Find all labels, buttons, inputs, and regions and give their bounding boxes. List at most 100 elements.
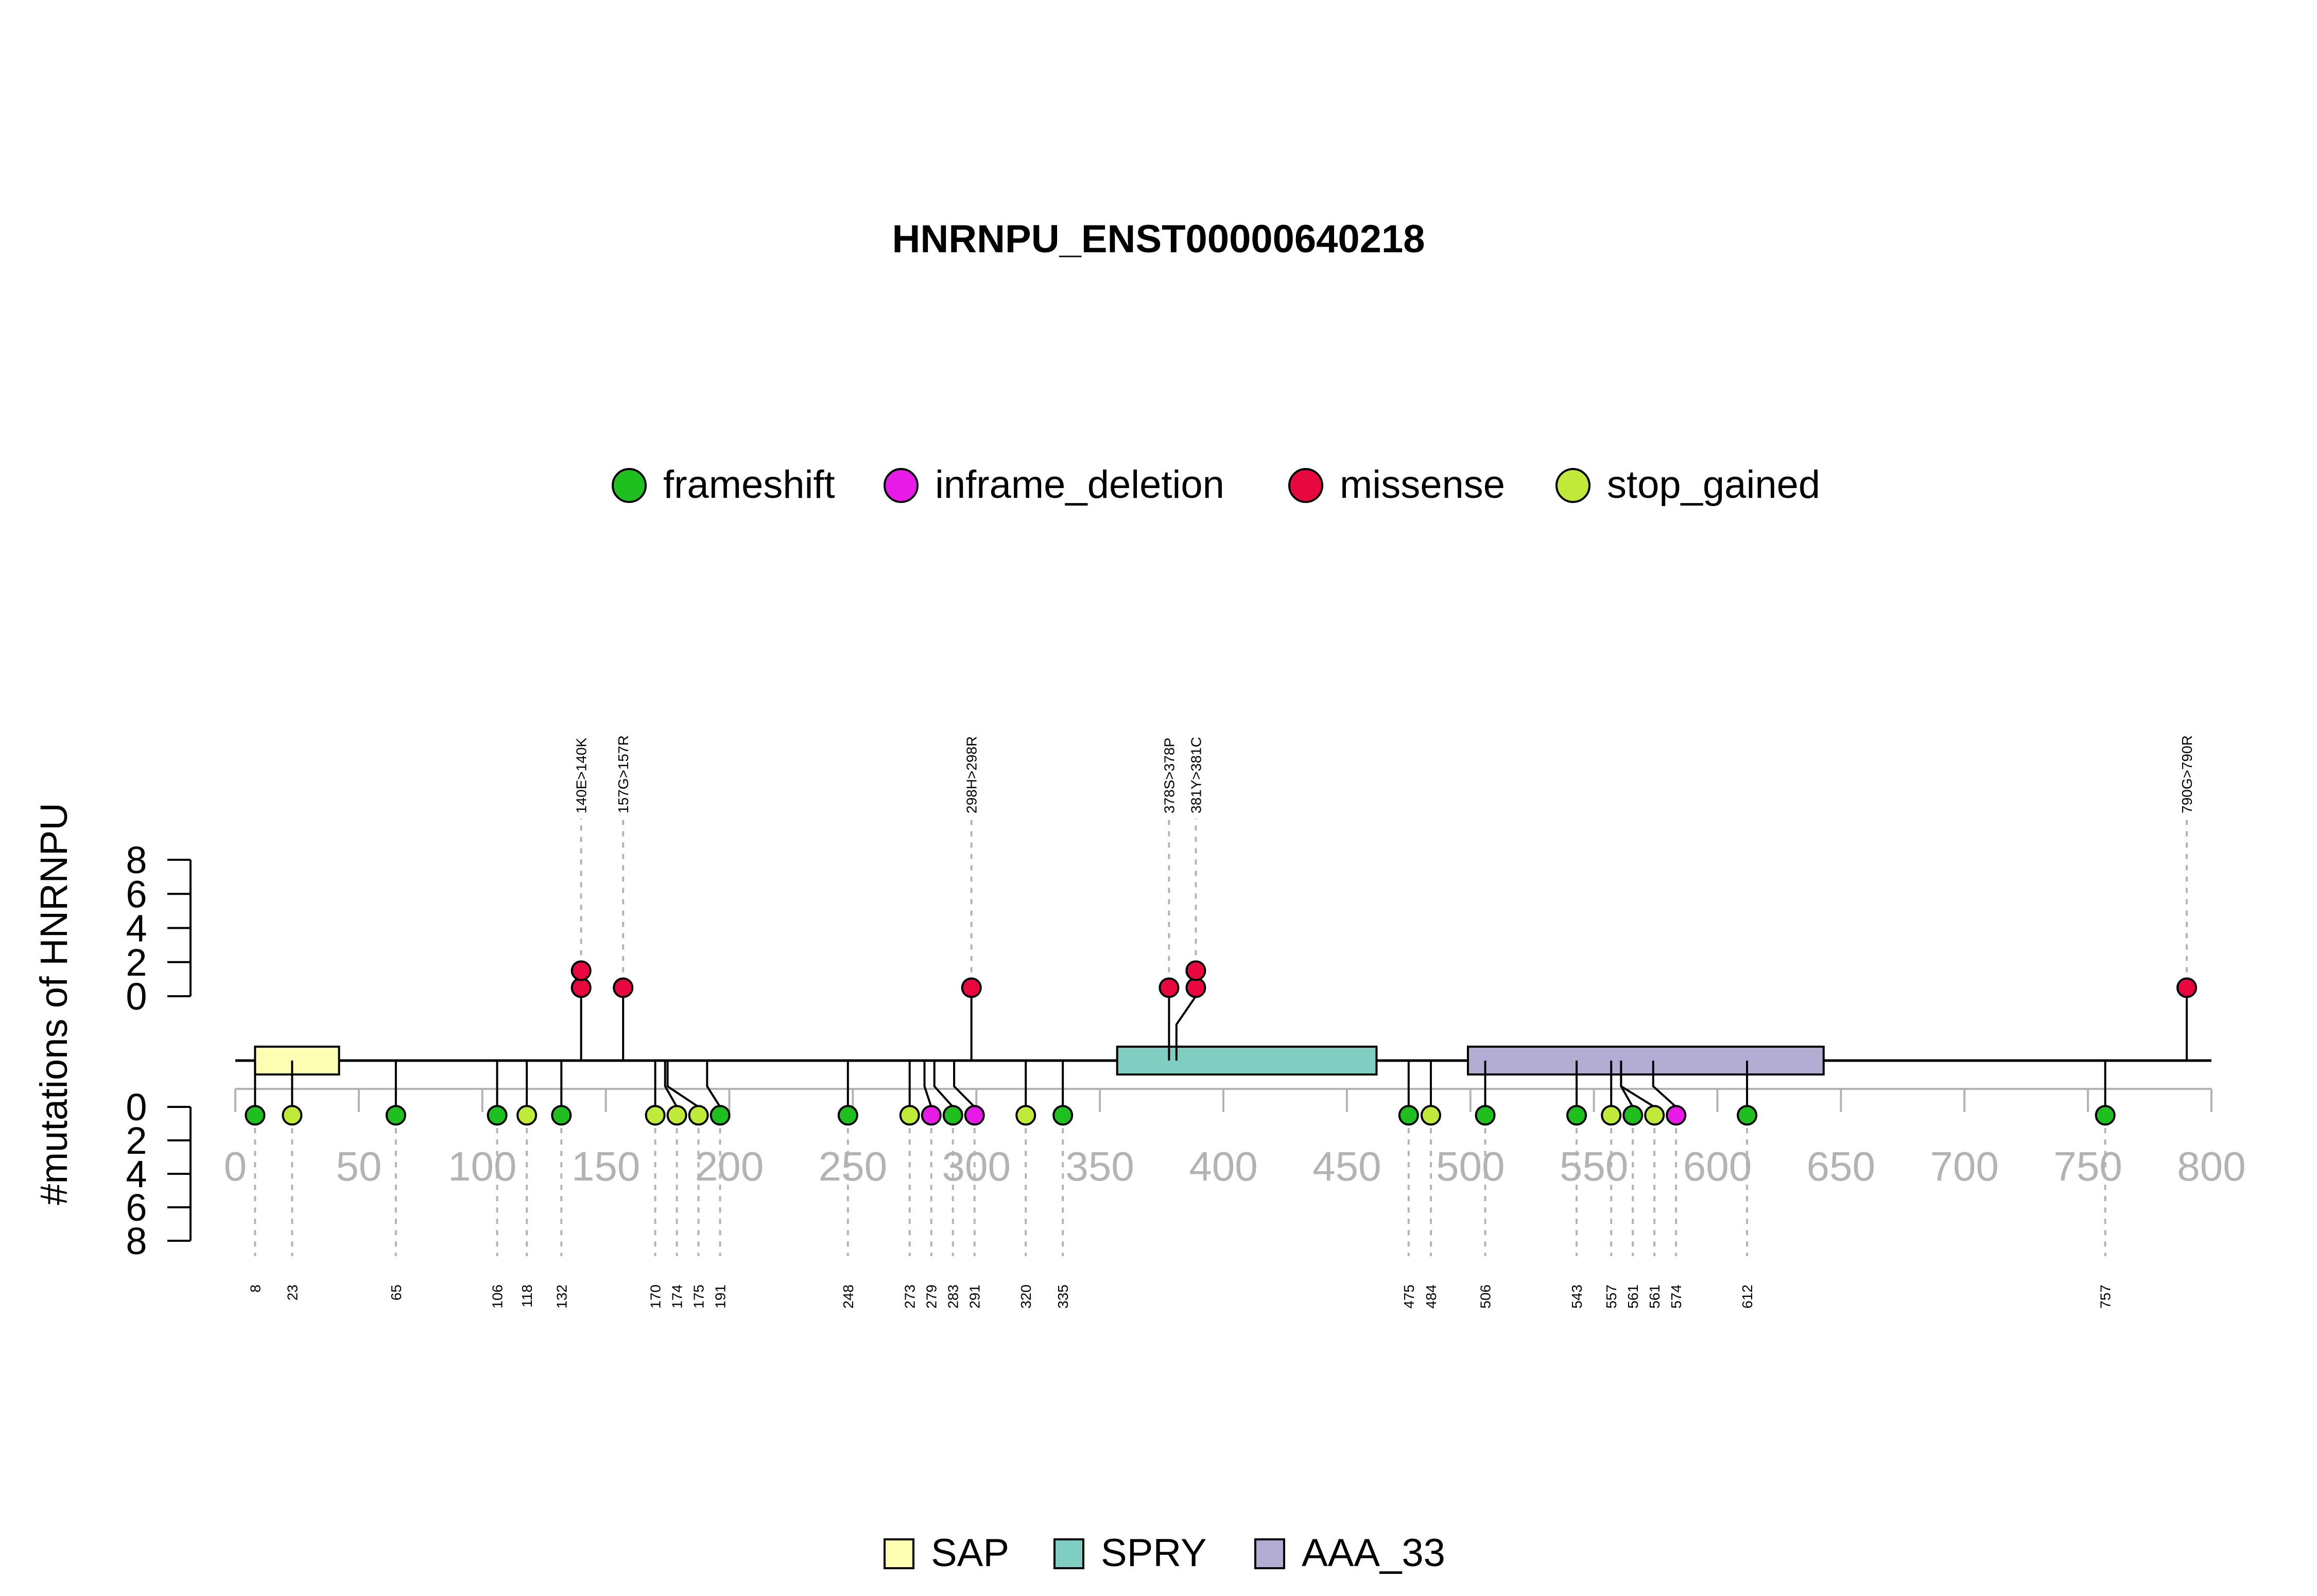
x-tick-label: 50 xyxy=(336,1143,382,1189)
upper-y-tick-label: 4 xyxy=(126,907,147,950)
upper-mutation-point xyxy=(1158,977,1180,998)
lower-mutation-point xyxy=(666,1105,687,1126)
x-tick-label: 700 xyxy=(1930,1143,1999,1189)
upper-mutation-point xyxy=(1185,977,1206,998)
x-axis: 0 50 100 150 200 250 300 350 400 450 500 550 600 650 7… xyxy=(224,1088,2246,1189)
domain-legend: SAP SPRY AAA_33 xyxy=(884,1531,1445,1575)
mutation-legend: frameshift inframe_deletion missense stop_g… xyxy=(612,463,1820,507)
lower-mutation-point xyxy=(1644,1105,1665,1126)
x-tick-label: 450 xyxy=(1312,1143,1381,1189)
upper-mutation-label: 790G>790R xyxy=(2179,735,2195,813)
lower-mutation-point xyxy=(1601,1105,1622,1126)
upper-mutation-point xyxy=(2176,977,2198,998)
domain-legend-swatch-SPRY xyxy=(1053,1538,1084,1569)
legend-label-inframe_deletion: inframe_deletion xyxy=(935,463,1224,507)
lower-mutation-point xyxy=(942,1105,963,1126)
lower-mutation-point xyxy=(688,1105,709,1126)
legend-marker-inframe_deletion xyxy=(884,468,919,503)
lower-mutation-label: 170 xyxy=(648,1285,664,1309)
lower-mutation-label: 174 xyxy=(669,1285,685,1309)
lower-mutation-point xyxy=(516,1105,538,1126)
lower-mutation-point xyxy=(1666,1105,1687,1126)
x-tick-label: 100 xyxy=(448,1143,516,1189)
lower-mutation-point xyxy=(487,1105,508,1126)
upper-y-tick-label: 6 xyxy=(126,873,147,915)
lower-mutation-label: 757 xyxy=(2098,1285,2114,1309)
x-tick-label: 150 xyxy=(572,1143,640,1189)
x-tick-label: 600 xyxy=(1683,1143,1752,1189)
lower-mutations: 8 23 65 106 118 132 170 174 175 191 248 273 279 283 29… xyxy=(245,1061,2116,1309)
lower-mutation-label: 23 xyxy=(284,1285,300,1300)
lower-mutation-point xyxy=(1737,1105,1758,1126)
lower-mutation-label: 475 xyxy=(1401,1285,1417,1309)
lower-mutation-point xyxy=(1015,1105,1036,1126)
legend-marker-frameshift xyxy=(612,468,647,503)
upper-mutation-label: 381Y>381C xyxy=(1188,737,1204,813)
domain-legend-swatch-AAA_33 xyxy=(1254,1538,1285,1569)
domain-SPRY xyxy=(1116,1046,1378,1075)
upper-mutation-point xyxy=(961,977,982,998)
x-tick-label: 650 xyxy=(1807,1143,1875,1189)
lower-mutation-label: 320 xyxy=(1018,1285,1034,1309)
lower-mutation-point xyxy=(551,1105,572,1126)
chart-title: HNRNPU_ENST00000640218 xyxy=(892,217,1425,261)
lower-mutation-label: 8 xyxy=(247,1285,263,1293)
lower-mutation-label: 557 xyxy=(1603,1285,1619,1309)
lower-mutation-point xyxy=(837,1105,858,1126)
lower-mutation-label: 335 xyxy=(1055,1285,1071,1309)
upper-y-tick-label: 2 xyxy=(126,941,147,984)
lower-mutation-label: 106 xyxy=(490,1285,506,1309)
upper-mutation-point xyxy=(1185,960,1206,981)
upper-mutation-label: 298H>298R xyxy=(964,736,980,813)
x-tick-label: 350 xyxy=(1065,1143,1134,1189)
lower-mutation-label: 273 xyxy=(902,1285,918,1309)
lower-mutation-label: 191 xyxy=(713,1285,729,1309)
lower-mutation-point xyxy=(1052,1105,1074,1126)
lower-mutation-label: 291 xyxy=(967,1285,983,1309)
upper-mutation-label: 378S>378P xyxy=(1161,738,1177,813)
lower-mutation-label: 506 xyxy=(1478,1285,1494,1309)
lower-mutation-label: 279 xyxy=(924,1285,940,1309)
lower-y-tick-label: 4 xyxy=(126,1153,147,1195)
lower-mutation-label: 561 xyxy=(1625,1285,1641,1309)
x-tick-label: 0 xyxy=(224,1143,247,1189)
x-tick-label: 500 xyxy=(1436,1143,1505,1189)
lower-mutation-point xyxy=(1475,1105,1496,1126)
lower-mutation-label: 118 xyxy=(519,1285,535,1308)
lower-mutation-point xyxy=(921,1105,942,1126)
legend-label-missense: missense xyxy=(1340,463,1505,507)
lower-mutation-point xyxy=(899,1105,920,1126)
lower-mutation-point xyxy=(1420,1105,1441,1126)
domain-AAA_33 xyxy=(1466,1046,1825,1075)
upper-mutation-label: 157G>157R xyxy=(615,735,631,813)
lower-mutation-label: 132 xyxy=(554,1285,569,1309)
lower-y-tick-label: 8 xyxy=(126,1220,147,1262)
lower-mutation-point xyxy=(1398,1105,1419,1126)
legend-marker-missense xyxy=(1288,468,1323,503)
lower-mutation-point xyxy=(964,1105,985,1126)
domain-legend-label-SPRY: SPRY xyxy=(1101,1531,1207,1575)
lower-mutation-point xyxy=(645,1105,666,1126)
lower-mutation-label: 484 xyxy=(1423,1285,1439,1309)
x-tick-label: 200 xyxy=(695,1143,764,1189)
upper-mutation-point xyxy=(570,960,592,981)
lower-y-tick-label: 2 xyxy=(126,1119,147,1162)
x-tick-label: 550 xyxy=(1560,1143,1628,1189)
domain-legend-label-AAA_33: AAA_33 xyxy=(1302,1531,1445,1575)
lower-mutation-point xyxy=(385,1105,406,1126)
legend-label-frameshift: frameshift xyxy=(663,463,835,507)
upper-mutation-point xyxy=(570,977,592,998)
upper-y-tick-label: 0 xyxy=(126,975,147,1018)
lower-mutation-label: 574 xyxy=(1668,1285,1684,1309)
x-tick-label: 250 xyxy=(819,1143,887,1189)
domain-legend-label-SAP: SAP xyxy=(931,1531,1009,1575)
domain-legend-swatch-SAP xyxy=(884,1538,914,1569)
lower-mutation-label: 175 xyxy=(691,1285,707,1309)
lower-mutation-point xyxy=(245,1105,266,1126)
x-tick-label: 800 xyxy=(2177,1143,2245,1189)
lower-mutation-label: 543 xyxy=(1569,1285,1585,1309)
lower-mutation-point xyxy=(710,1105,731,1126)
